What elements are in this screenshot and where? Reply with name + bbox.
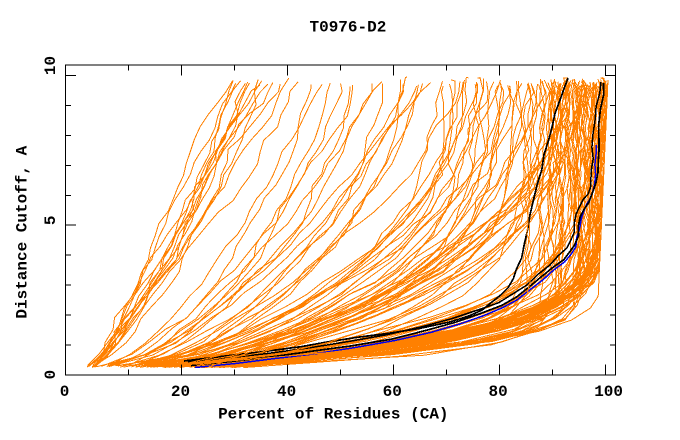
svg-text:80: 80 [488, 383, 507, 401]
svg-text:Percent of Residues (CA): Percent of Residues (CA) [218, 406, 448, 424]
svg-text:5: 5 [42, 215, 60, 225]
svg-text:20: 20 [171, 383, 190, 401]
svg-text:10: 10 [42, 56, 60, 75]
svg-text:60: 60 [383, 383, 402, 401]
svg-text:0: 0 [42, 370, 60, 380]
svg-text:40: 40 [277, 383, 296, 401]
svg-text:100: 100 [594, 383, 623, 401]
svg-text:Distance Cutoff, A: Distance Cutoff, A [13, 145, 31, 318]
svg-text:T0976-D2: T0976-D2 [309, 18, 386, 36]
svg-text:0: 0 [60, 383, 70, 401]
